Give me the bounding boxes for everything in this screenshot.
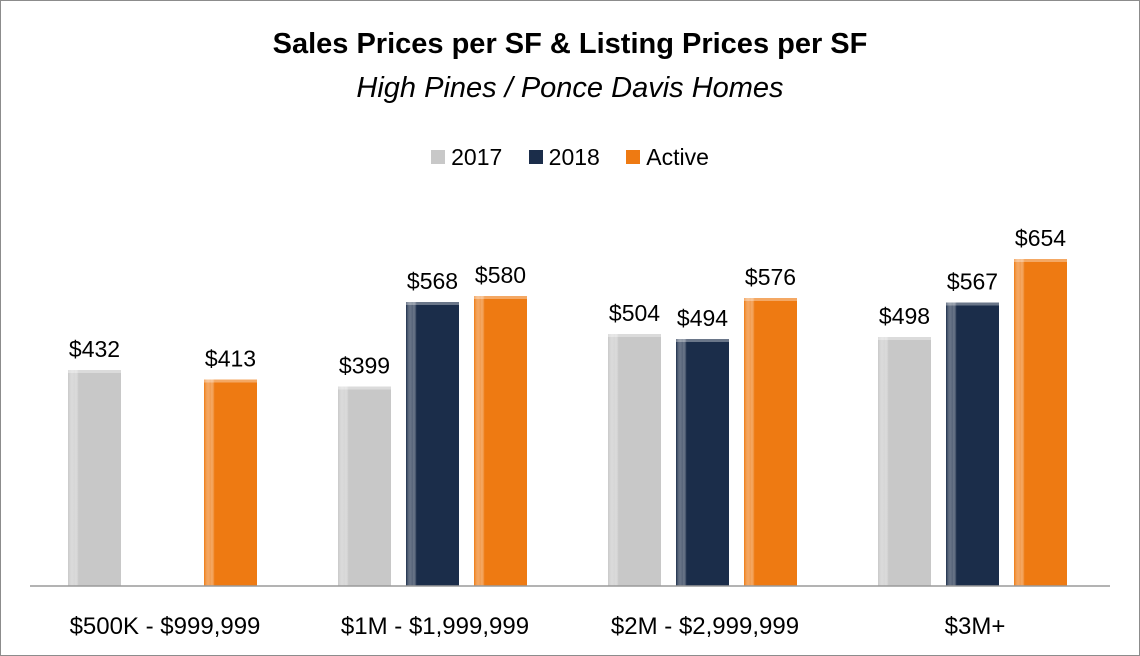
bar-shine bbox=[946, 302, 999, 586]
category-label: $3M+ bbox=[945, 613, 1006, 640]
bar-top-bevel bbox=[68, 370, 121, 373]
data-label: $580 bbox=[475, 262, 526, 288]
bar-shine bbox=[878, 337, 931, 586]
legend-swatch-2017 bbox=[431, 150, 446, 164]
bar-shine bbox=[474, 296, 527, 586]
legend-label-active: Active bbox=[646, 143, 709, 170]
data-label: $498 bbox=[879, 303, 930, 329]
legend-label-2017: 2017 bbox=[451, 143, 503, 170]
bar-shine bbox=[68, 370, 121, 586]
bar-shine bbox=[676, 339, 729, 586]
bar-shine bbox=[608, 334, 661, 586]
data-label: $567 bbox=[947, 269, 998, 295]
bar-top-bevel bbox=[878, 337, 931, 340]
bar-top-bevel bbox=[204, 379, 257, 383]
data-label: $432 bbox=[69, 336, 120, 362]
chart-title: Sales Prices per SF & Listing Prices per… bbox=[272, 28, 868, 60]
legend-item-2018: 2018 bbox=[528, 143, 600, 171]
bar-top-bevel bbox=[1014, 259, 1067, 262]
category-label: $500K - $999,999 bbox=[70, 613, 261, 640]
bar-top-bevel bbox=[744, 298, 797, 301]
data-label: $399 bbox=[339, 353, 390, 379]
chart-subtitle: High Pines / Ponce Davis Homes bbox=[356, 72, 784, 104]
legend-item-2017: 2017 bbox=[431, 144, 502, 171]
legend-swatch-active bbox=[626, 150, 641, 164]
legend-item-active: Active bbox=[626, 144, 709, 171]
bar-top-bevel bbox=[946, 302, 999, 306]
bar-top-bevel bbox=[474, 296, 527, 299]
data-label: $413 bbox=[205, 346, 256, 372]
bar-top-bevel bbox=[338, 386, 391, 390]
bar-top-bevel bbox=[676, 339, 729, 342]
bar-shine bbox=[744, 298, 797, 586]
data-label: $504 bbox=[609, 300, 660, 326]
data-label: $654 bbox=[1015, 225, 1066, 251]
category-label: $1M - $1,999,999 bbox=[341, 613, 529, 640]
bar-shine bbox=[406, 302, 459, 586]
chart-legend: 2017 2018 Active bbox=[0, 143, 1140, 171]
category-label: $2M - $2,999,999 bbox=[611, 613, 799, 640]
bar-top-bevel bbox=[608, 334, 661, 337]
bar-shine bbox=[1014, 259, 1067, 586]
bar-shine bbox=[204, 379, 257, 586]
bar-top-bevel bbox=[406, 302, 459, 305]
legend-swatch-2018 bbox=[528, 150, 543, 164]
data-label: $576 bbox=[745, 264, 796, 290]
data-label: $568 bbox=[407, 268, 458, 294]
bar-shine bbox=[338, 386, 391, 586]
data-label: $494 bbox=[677, 305, 728, 331]
legend-label-2018: 2018 bbox=[548, 143, 600, 170]
